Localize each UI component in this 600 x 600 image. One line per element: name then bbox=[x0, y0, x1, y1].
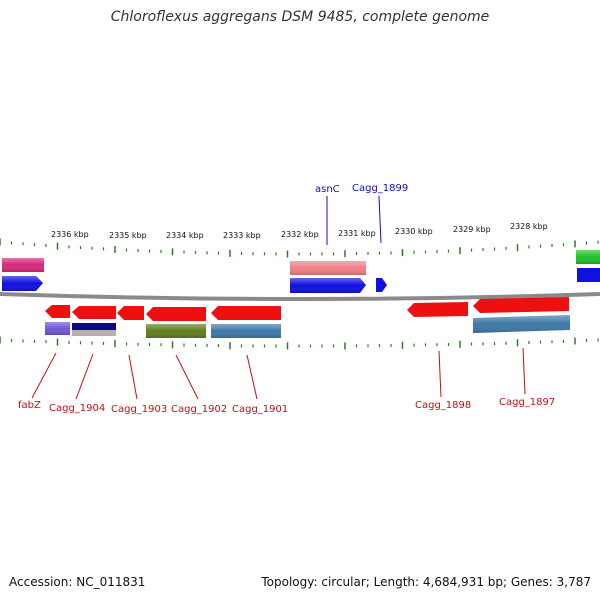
gene-Cagg_1904-arrow[interactable] bbox=[72, 306, 116, 319]
leader-Cagg_1899 bbox=[378, 195, 382, 244]
scale-label-2331: 2331 kbp bbox=[338, 229, 376, 238]
accession-text: Accession: NC_011831 bbox=[9, 575, 146, 589]
gene-arrow-forward-right[interactable] bbox=[577, 268, 600, 282]
leader-Cagg_1902 bbox=[175, 354, 199, 400]
gene-Cagg_1901-arrow[interactable] bbox=[211, 306, 281, 320]
scale-ticks-top bbox=[0, 238, 599, 258]
gene-label-Cagg_1902[interactable]: Cagg_1902 bbox=[171, 404, 227, 415]
gene-label-Cagg_1899[interactable]: Cagg_1899 bbox=[352, 183, 408, 194]
scale-label-2336: 2336 kbp bbox=[51, 230, 89, 239]
gene-label-Cagg_1897[interactable]: Cagg_1897 bbox=[499, 397, 555, 408]
gene-label-Cagg_1901[interactable]: Cagg_1901 bbox=[232, 404, 288, 415]
leader-fabZ bbox=[31, 352, 57, 399]
leader-Cagg_1903 bbox=[128, 354, 138, 400]
scale-label-2330: 2330 kbp bbox=[395, 227, 433, 236]
gene-label-fabZ[interactable]: fabZ bbox=[18, 400, 41, 411]
gene-Cagg_1898-arrow[interactable] bbox=[407, 302, 468, 317]
gene-label-Cagg_1904[interactable]: Cagg_1904 bbox=[49, 403, 105, 414]
scale-label-2333: 2333 kbp bbox=[223, 231, 261, 240]
topology-summary-text: Topology: circular; Length: 4,684,931 bp… bbox=[261, 575, 591, 589]
scale-label-2334: 2334 kbp bbox=[166, 231, 204, 240]
feature-Cagg_1904-annotation-2[interactable] bbox=[72, 330, 116, 336]
gene-label-asnC[interactable]: asnC bbox=[315, 184, 340, 195]
gene-label-Cagg_1903[interactable]: Cagg_1903 bbox=[111, 404, 167, 415]
gene-Cagg_1899-arrow[interactable] bbox=[376, 278, 387, 292]
leader-Cagg_1898 bbox=[438, 350, 442, 398]
gene-label-Cagg_1898[interactable]: Cagg_1898 bbox=[415, 400, 471, 411]
leader-Cagg_1901 bbox=[246, 354, 258, 400]
gene-Cagg_1902-arrow[interactable] bbox=[146, 307, 206, 321]
leader-Cagg_1904 bbox=[75, 353, 94, 400]
scale-label-2335: 2335 kbp bbox=[109, 231, 147, 240]
scale-ticks-bottom bbox=[0, 336, 599, 350]
map-title: Chloroflexus aggregans DSM 9485, complet… bbox=[110, 9, 490, 25]
scale-label-2332: 2332 kbp bbox=[281, 230, 319, 239]
feature-Cagg_1904-annotation[interactable] bbox=[72, 323, 116, 330]
forward-features bbox=[2, 250, 600, 293]
gene-Cagg_1903-arrow[interactable] bbox=[117, 306, 144, 320]
leader-Cagg_1897 bbox=[522, 347, 526, 395]
forward-gene-labels: asnC Cagg_1899 bbox=[315, 183, 408, 245]
gene-Cagg_1897-arrow[interactable] bbox=[473, 297, 569, 313]
genome-backbone bbox=[0, 292, 600, 301]
scale-label-2329: 2329 kbp bbox=[453, 225, 491, 234]
reverse-features bbox=[45, 297, 570, 338]
gene-fabZ-arrow[interactable] bbox=[45, 305, 70, 318]
scale-label-2328: 2328 kbp bbox=[510, 222, 548, 231]
reverse-gene-labels: fabZ Cagg_1904 Cagg_1903 Cagg_1902 Cagg_… bbox=[18, 347, 555, 415]
